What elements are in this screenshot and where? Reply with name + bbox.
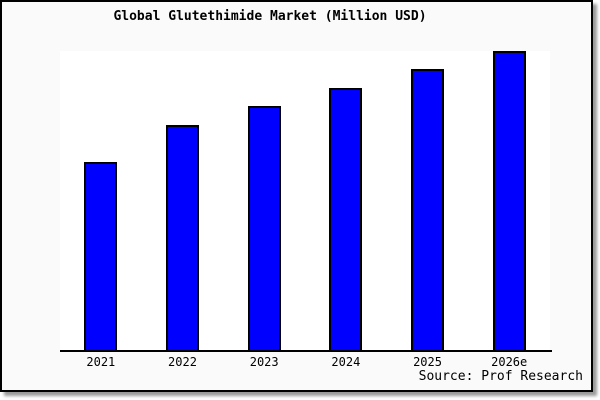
x-axis-line: [60, 350, 552, 352]
bar-slot-2022: [142, 51, 224, 351]
chart-frame: Global Glutethimide Market (Million USD)…: [0, 0, 593, 392]
bar-2025: [411, 69, 445, 351]
bar-slot-2026e: [468, 51, 550, 351]
bar-slot-2025: [387, 51, 469, 351]
source-credit: Source: Prof Research: [418, 369, 583, 384]
x-tick-label-2024: 2024: [331, 355, 361, 369]
bar-2022: [166, 125, 199, 351]
bars-group: [60, 51, 550, 351]
bar-2024: [329, 88, 363, 351]
bar-slot-2023: [223, 51, 305, 351]
x-tick-label-2023: 2023: [249, 355, 279, 369]
x-axis-tick-labels: 2021 2022 2023 2024 2025 2026e: [60, 355, 550, 369]
x-tick-label-2022: 2022: [168, 355, 197, 369]
x-tick-label-2021: 2021: [86, 355, 116, 369]
x-tick-label-2025: 2025: [413, 355, 442, 369]
plot-area: [60, 51, 550, 351]
bar-slot-2024: [305, 51, 387, 351]
bar-2023: [247, 106, 281, 351]
bar-slot-2021: [60, 51, 142, 351]
bar-2021: [84, 162, 118, 351]
bar-2026e: [492, 51, 526, 351]
x-tick-label-2026e: 2026e: [491, 355, 528, 369]
chart-title: Global Glutethimide Market (Million USD): [113, 9, 427, 24]
